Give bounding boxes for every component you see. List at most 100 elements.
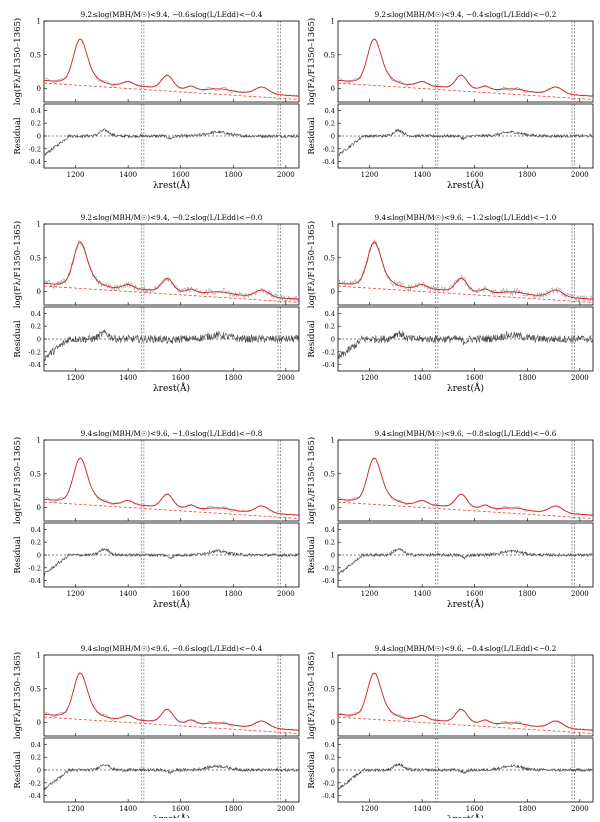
y-axis-label: Residual <box>307 320 317 357</box>
y-axis-label: log(Fλ/F1350–1365) <box>12 18 23 105</box>
residual-line <box>338 547 593 575</box>
y-tick-label: 0 <box>37 504 41 512</box>
y-axis-label: Residual <box>307 751 317 788</box>
y-tick-label: -0.4 <box>28 158 41 166</box>
fit-line <box>44 672 299 731</box>
y-tick-label: 0.4 <box>31 107 41 115</box>
y-tick-label: -0.2 <box>322 564 335 572</box>
y-axis-label: Residual <box>13 320 23 357</box>
y-tick-label: 1 <box>37 18 41 26</box>
x-tick-label: 1400 <box>119 590 137 598</box>
x-tick-label: 1800 <box>518 374 536 382</box>
y-tick-label: 0.4 <box>325 526 335 534</box>
y-tick-label: 0.5 <box>30 51 41 59</box>
x-tick-label: 1600 <box>466 590 484 598</box>
y-tick-label: -0.2 <box>322 348 335 356</box>
y-tick-label: -0.4 <box>322 577 335 585</box>
residual-line <box>44 128 299 157</box>
y-tick-label: 1 <box>331 437 335 445</box>
y-tick-label: -0.4 <box>28 361 41 369</box>
residual-line <box>44 763 299 791</box>
subplot-title: 9.4≤log(MBH/M☉)<9.6, −0.4≤log(L/LEdd)<−0… <box>375 644 557 653</box>
y-tick-label: 1 <box>37 652 41 660</box>
y-tick-label: 0 <box>37 767 41 775</box>
continuum-line <box>338 285 593 303</box>
y-tick-label: 0 <box>331 85 335 93</box>
fit-line <box>338 38 593 97</box>
residual-line <box>338 128 593 157</box>
y-tick-label: 0.5 <box>30 685 41 693</box>
x-axis-label: λrest(Å) <box>153 813 190 818</box>
x-tick-label: 1800 <box>518 805 536 813</box>
y-tick-label: 0.5 <box>30 470 41 478</box>
x-tick-label: 1400 <box>413 374 431 382</box>
x-axis-label: λrest(Å) <box>447 382 484 394</box>
fit-line <box>338 672 593 731</box>
x-tick-label: 1200 <box>361 805 379 813</box>
y-axis-label: log(Fλ/F1350–1365) <box>306 221 317 308</box>
x-tick-label: 1400 <box>119 374 137 382</box>
y-tick-label: 0 <box>331 552 335 560</box>
y-tick-label: 0.5 <box>324 685 335 693</box>
y-tick-label: 0 <box>331 288 335 296</box>
y-tick-label: 0.4 <box>31 741 41 749</box>
spectrum-frame <box>337 439 594 522</box>
x-tick-label: 1200 <box>361 590 379 598</box>
y-tick-label: -0.4 <box>322 158 335 166</box>
x-tick-label: 1600 <box>172 590 190 598</box>
y-tick-label: 0 <box>37 133 41 141</box>
y-tick-label: 0.5 <box>324 470 335 478</box>
x-tick-label: 1200 <box>361 374 379 382</box>
x-axis-label: λrest(Å) <box>153 382 190 394</box>
x-tick-label: 2000 <box>277 171 295 179</box>
x-tick-label: 1200 <box>67 374 85 382</box>
y-tick-label: -0.2 <box>28 564 41 572</box>
subplot-title: 9.2≤log(MBH/M☉)<9.4, −0.6≤log(L/LEdd)<−0… <box>81 10 263 19</box>
y-tick-label: 0.2 <box>31 539 41 547</box>
y-tick-label: 0 <box>37 552 41 560</box>
spectrum-frame <box>337 223 594 306</box>
x-axis-label: λrest(Å) <box>153 179 190 191</box>
continuum-line <box>338 501 593 519</box>
y-tick-label: 1 <box>331 221 335 229</box>
fit-line <box>44 457 299 516</box>
fit-line <box>338 241 593 300</box>
subplot-1: 9.2≤log(MBH/M☉)<9.4, −0.6≤log(L/LEdd)<−0… <box>12 10 300 191</box>
continuum-line <box>44 82 299 100</box>
y-axis-label: log(Fλ/F1350–1365) <box>12 221 23 308</box>
x-tick-label: 1200 <box>67 805 85 813</box>
y-tick-label: 0.4 <box>325 741 335 749</box>
y-tick-label: 0 <box>331 133 335 141</box>
y-tick-label: 1 <box>37 437 41 445</box>
spectrum-line <box>338 38 593 97</box>
x-tick-label: 2000 <box>571 171 589 179</box>
y-tick-label: -0.4 <box>28 792 41 800</box>
x-tick-label: 1800 <box>224 171 242 179</box>
x-tick-label: 1400 <box>413 805 431 813</box>
subplot-3: 9.2≤log(MBH/M☉)<9.4, −0.2≤log(L/LEdd)<−0… <box>12 213 300 394</box>
spectrum-line <box>338 672 593 732</box>
y-tick-label: 1 <box>37 221 41 229</box>
spectrum-frame <box>43 223 300 306</box>
x-tick-label: 1400 <box>413 171 431 179</box>
fit-line <box>338 457 593 516</box>
y-tick-label: -0.2 <box>322 145 335 153</box>
y-tick-label: 0 <box>37 719 41 727</box>
y-tick-label: 0.4 <box>325 107 335 115</box>
spectrum-line <box>338 239 593 302</box>
subplot-4: 9.4≤log(MBH/M☉)<9.6, −1.2≤log(L/LEdd)<−1… <box>306 213 594 394</box>
x-tick-label: 1600 <box>172 805 190 813</box>
subplot-title: 9.4≤log(MBH/M☉)<9.6, −1.0≤log(L/LEdd)<−0… <box>81 429 263 438</box>
subplot-8: 9.4≤log(MBH/M☉)<9.6, −0.4≤log(L/LEdd)<−0… <box>306 644 594 822</box>
y-tick-label: 0.4 <box>325 310 335 318</box>
y-tick-label: -0.4 <box>28 577 41 585</box>
y-axis-label: log(Fλ/F1350–1365) <box>12 437 23 524</box>
x-tick-label: 1400 <box>119 171 137 179</box>
x-tick-label: 1200 <box>361 171 379 179</box>
y-tick-label: -0.2 <box>28 145 41 153</box>
spectrum-frame <box>43 20 300 103</box>
y-tick-label: -0.4 <box>322 361 335 369</box>
x-tick-label: 1800 <box>224 590 242 598</box>
x-tick-label: 2000 <box>571 590 589 598</box>
